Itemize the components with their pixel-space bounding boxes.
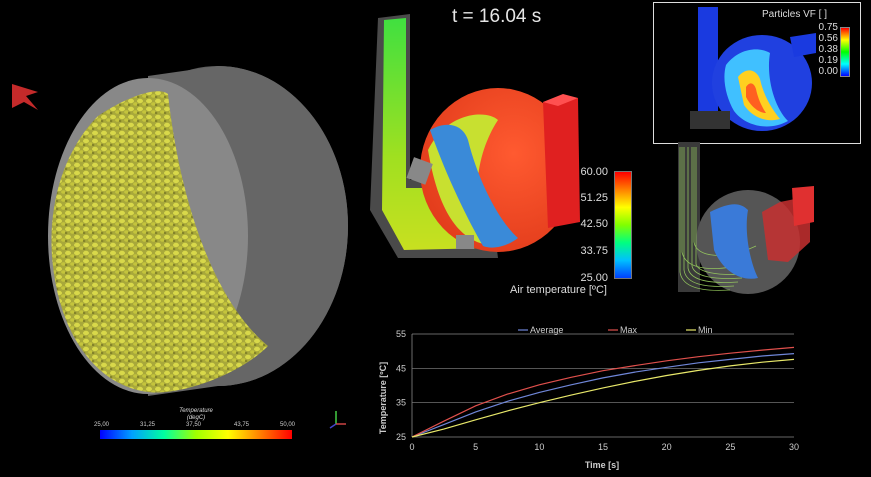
air-scale-tick: 60.00 <box>580 166 608 178</box>
particle-scale-tick: 37,50 <box>186 422 202 428</box>
series-line-min <box>411 358 795 438</box>
vf-scale-tick: 0.38 <box>818 44 838 55</box>
particles-vf-view <box>690 7 816 131</box>
chart-series <box>411 346 795 438</box>
dryer-air-temperature-view <box>370 14 580 258</box>
axes-triad-icon <box>329 411 346 429</box>
vf-scale-tick: 0.56 <box>818 33 838 44</box>
air-scale-tick: 25.00 <box>580 272 608 284</box>
chart-xtick-label: 5 <box>473 442 478 452</box>
vf-scale-tick: 0.00 <box>818 66 838 77</box>
chart-ytick-label: 25 <box>396 432 406 442</box>
particle-scale-tick: 43,75 <box>234 422 250 428</box>
particle-scale-title: Temperature <box>179 408 213 414</box>
particles-vf-colorbar <box>840 27 850 77</box>
air-scale-title: Air temperature [ºC] <box>510 284 607 296</box>
series-line-max <box>411 346 795 438</box>
particle-scale-tick: 50,00 <box>280 422 296 428</box>
air-scale-tick: 51.25 <box>580 192 608 204</box>
chart-xtick-label: 20 <box>662 442 672 452</box>
particle-temperature-scale: Temperature (degC) 25,00 31,25 37,50 43,… <box>94 408 296 439</box>
legend-label-average: Average <box>530 325 563 335</box>
airflow-streamline-view <box>678 142 814 294</box>
particle-band <box>430 124 518 248</box>
legend-label-max: Max <box>620 325 638 335</box>
chart-xtick-label: 10 <box>534 442 544 452</box>
chart-ticks: 25 35 45 55 0 5 10 15 20 25 30 <box>396 329 799 452</box>
particles-vf-inset: Particles VF [ ] 0.75 0.56 0.38 0.19 0.0… <box>653 2 861 144</box>
particle-bed <box>51 91 268 393</box>
air-scale-tick: 33.75 <box>580 245 608 257</box>
particle-scale-colorbar <box>100 430 292 439</box>
legend-label-min: Min <box>698 325 713 335</box>
air-scale-tick: 42.50 <box>580 218 608 230</box>
temperature-chart: Temperature [ºC] Time [s] 25 35 45 55 0 5 10 15… <box>378 325 799 470</box>
chart-ytick-label: 35 <box>396 398 406 408</box>
chart-ytick-label: 45 <box>396 363 406 373</box>
air-temperature-colorbar <box>614 171 632 279</box>
air-outlet-duct <box>543 98 580 228</box>
chart-xtick-label: 15 <box>598 442 608 452</box>
drum-particle-view <box>48 66 348 396</box>
particles-vf-title: Particles VF [ ] <box>762 9 828 20</box>
chart-xtick-label: 25 <box>725 442 735 452</box>
chart-legend: Average Max Min <box>518 325 713 335</box>
chart-xlabel: Time [s] <box>585 460 619 470</box>
particle-scale-tick: 31,25 <box>140 422 156 428</box>
chart-xtick-label: 0 <box>409 442 414 452</box>
chart-grid <box>411 333 794 438</box>
company-logo <box>12 84 38 110</box>
series-line-average <box>411 353 795 438</box>
particle-scale-tick: 25,00 <box>94 422 110 428</box>
chart-ytick-label: 55 <box>396 329 406 339</box>
simulation-time-label: t = 16.04 s <box>452 6 542 27</box>
vf-scale-tick: 0.75 <box>818 22 838 33</box>
air-temperature-scale: 60.00 51.25 42.50 33.75 25.00 Air temper… <box>510 166 692 296</box>
vf-scale-tick: 0.19 <box>818 55 838 66</box>
chart-xtick-label: 30 <box>789 442 799 452</box>
particle-scale-unit: (degC) <box>186 415 206 421</box>
chart-ylabel: Temperature [ºC] <box>378 362 388 434</box>
